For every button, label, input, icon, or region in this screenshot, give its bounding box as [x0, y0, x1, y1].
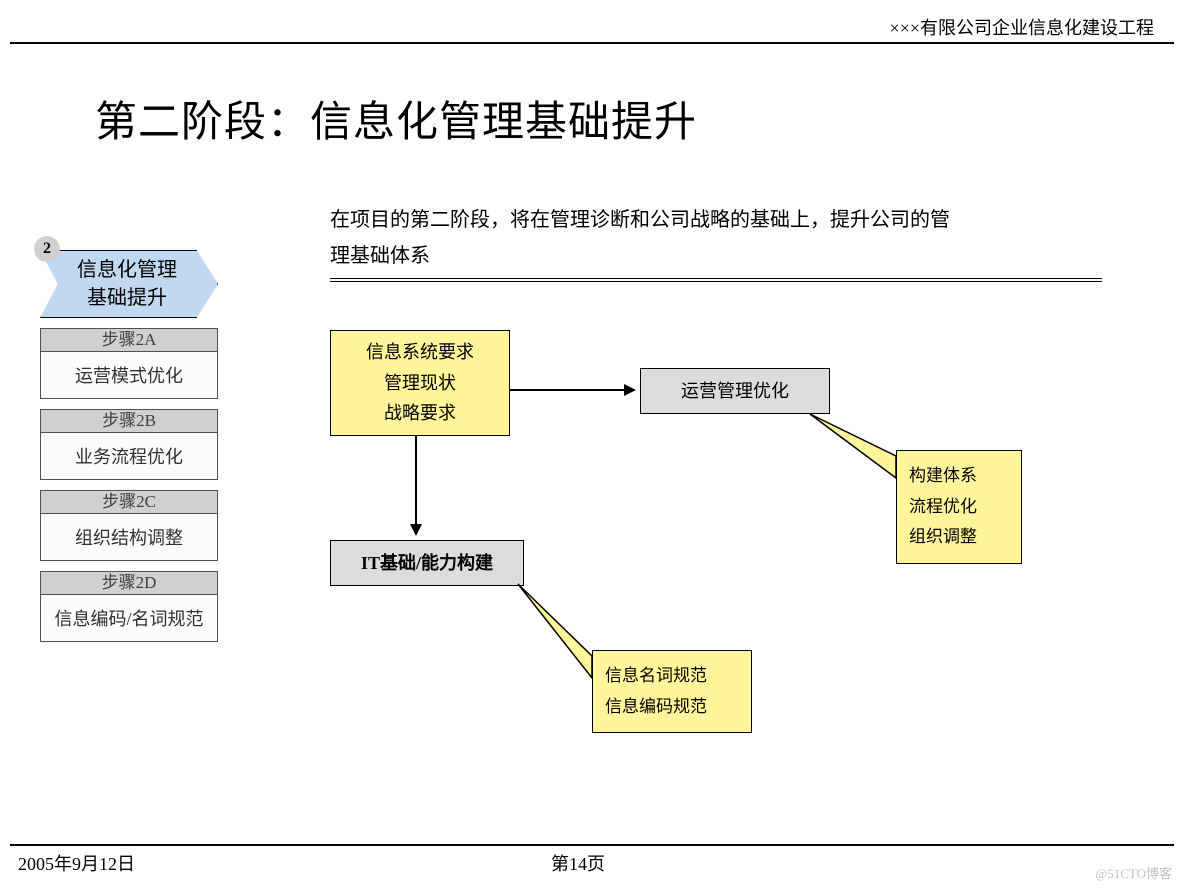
step-2c-label: 步骤2C — [40, 490, 218, 514]
step-2b-label: 步骤2B — [40, 409, 218, 433]
footer-page-number: 第14页 — [551, 850, 605, 876]
double-rule — [330, 278, 1102, 282]
header-company: ×××有限公司企业信息化建设工程 — [890, 14, 1154, 40]
callout-it-line2: 信息编码规范 — [605, 692, 739, 723]
step-2a: 步骤2A 运营模式优化 — [40, 328, 218, 399]
step-2c-title: 组织结构调整 — [40, 514, 218, 561]
top-rule — [10, 42, 1174, 44]
footer-date: 2005年9月12日 — [18, 850, 135, 876]
step-2b-title: 业务流程优化 — [40, 433, 218, 480]
callout-it-line1: 信息名词规范 — [605, 661, 739, 692]
step-2a-title: 运营模式优化 — [40, 352, 218, 399]
phase-flag-line1: 信息化管理 — [77, 259, 177, 281]
page-title: 第二阶段：信息化管理基础提升 — [95, 88, 697, 149]
phase-flag-line2: 基础提升 — [87, 287, 167, 309]
callout-it: 信息名词规范 信息编码规范 — [592, 650, 752, 733]
flow-diagram: 信息系统要求 管理现状 战略要求 运营管理优化 IT基础/能力构建 构建体系 流… — [330, 330, 1090, 750]
step-2d: 步骤2D 信息编码/名词规范 — [40, 571, 218, 642]
step-2a-label: 步骤2A — [40, 328, 218, 352]
step-2d-label: 步骤2D — [40, 571, 218, 595]
phase-flag: 信息化管理 基础提升 — [40, 250, 218, 318]
callout-it-tail-icon — [330, 330, 1130, 830]
step-2c: 步骤2C 组织结构调整 — [40, 490, 218, 561]
phase-number-badge: 2 — [34, 236, 60, 262]
bottom-rule — [10, 844, 1174, 846]
step-2b: 步骤2B 业务流程优化 — [40, 409, 218, 480]
sidebar: 2 信息化管理 基础提升 步骤2A 运营模式优化 步骤2B 业务流程优化 步骤2… — [40, 250, 218, 642]
intro-text: 在项目的第二阶段，将在管理诊断和公司战略的基础上，提升公司的管理基础体系 — [330, 202, 950, 274]
watermark: @51CTO博客 — [1095, 863, 1172, 882]
step-2d-title: 信息编码/名词规范 — [40, 595, 218, 642]
